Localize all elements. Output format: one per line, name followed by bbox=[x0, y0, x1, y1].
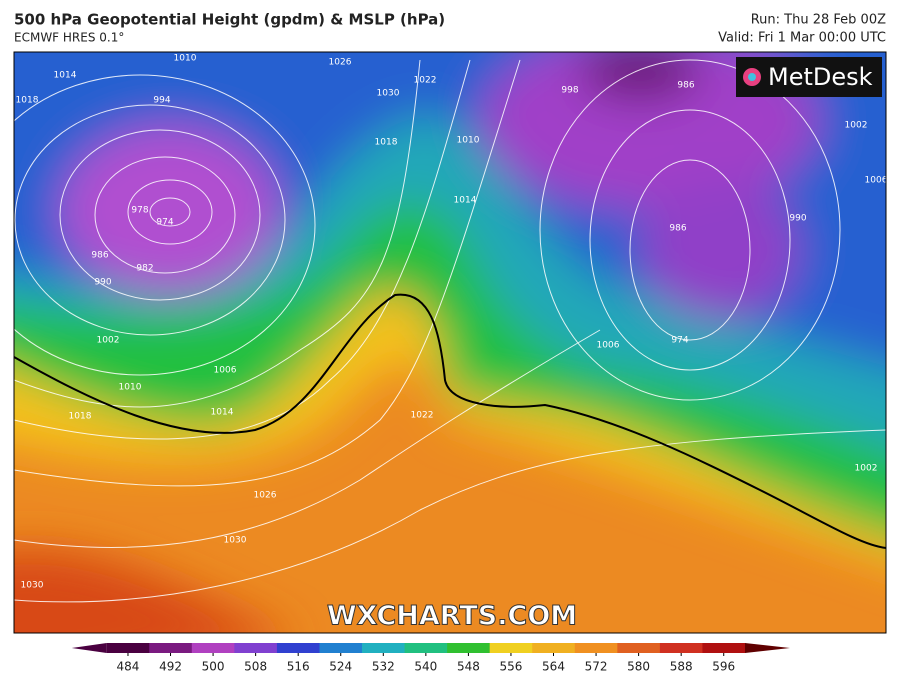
isobar-label: 1022 bbox=[414, 76, 437, 86]
isobar-label: 1014 bbox=[54, 71, 77, 81]
isobar-label: 1018 bbox=[16, 96, 39, 106]
colorbar-segment bbox=[702, 643, 746, 653]
colorbar-tick-label: 524 bbox=[329, 660, 352, 674]
colorbar-segment bbox=[276, 643, 320, 653]
colorbar-segment bbox=[659, 643, 703, 653]
title: 500 hPa Geopotential Height (gpdm) & MSL… bbox=[14, 11, 445, 29]
isobar-label: 986 bbox=[91, 251, 108, 261]
colorbar-tick-label: 588 bbox=[670, 660, 693, 674]
colorbar-segment bbox=[447, 643, 491, 653]
colorbar-tick-label: 484 bbox=[117, 660, 140, 674]
isobar-label: 1030 bbox=[377, 89, 400, 99]
colorbar-tick-label: 556 bbox=[500, 660, 523, 674]
colorbar-segment bbox=[149, 643, 193, 653]
isobar-label: 1014 bbox=[211, 408, 234, 418]
isobar-label: 1030 bbox=[224, 536, 247, 546]
isobar-label: 986 bbox=[669, 224, 686, 234]
isobar-label: 994 bbox=[153, 96, 170, 106]
colorbar-tick-label: 532 bbox=[372, 660, 395, 674]
colorbar-tick-label: 548 bbox=[457, 660, 480, 674]
isobar-label: 1006 bbox=[214, 366, 237, 376]
isobar-label: 978 bbox=[131, 206, 148, 216]
colorbar-segment bbox=[404, 643, 448, 653]
subtitle: ECMWF HRES 0.1° bbox=[14, 31, 124, 45]
run-time: Run: Thu 28 Feb 00Z bbox=[751, 13, 886, 28]
isobar-label: 974 bbox=[671, 336, 688, 346]
colorbar-segment bbox=[106, 643, 150, 653]
colorbar-tick-label: 540 bbox=[414, 660, 437, 674]
valid-time: Valid: Fri 1 Mar 00:00 UTC bbox=[718, 31, 886, 46]
isobar-label: 1030 bbox=[21, 581, 44, 591]
colorbar-segment bbox=[191, 643, 235, 653]
isobar-label: 1010 bbox=[174, 54, 197, 64]
isobar-label: 1006 bbox=[865, 176, 888, 186]
colorbar-segment bbox=[362, 643, 406, 653]
isobar-label: 1026 bbox=[329, 58, 352, 68]
colorbar-tick-label: 572 bbox=[585, 660, 608, 674]
colorbar-tick-label: 500 bbox=[202, 660, 225, 674]
map-frame bbox=[13, 51, 887, 634]
colorbar-segment bbox=[532, 643, 576, 653]
colorbar-segment bbox=[319, 643, 363, 653]
isobar-label: 990 bbox=[94, 278, 111, 288]
isobar-label: 1002 bbox=[855, 464, 878, 474]
isobar-label: 986 bbox=[677, 81, 694, 91]
isobar-label: 998 bbox=[561, 86, 578, 96]
colorbar-tick-label: 580 bbox=[627, 660, 650, 674]
isobar-label: 1010 bbox=[457, 136, 480, 146]
colorbar-max-arrow bbox=[745, 643, 790, 653]
colorbar-segment bbox=[489, 643, 533, 653]
colorbar-tick-label: 564 bbox=[542, 660, 565, 674]
isobar-label: 1026 bbox=[254, 491, 277, 501]
colorbar-segment bbox=[617, 643, 661, 653]
colorbar-tick-label: 596 bbox=[712, 660, 735, 674]
watermark: WXCHARTS.COM bbox=[327, 601, 577, 632]
colorbar-min-arrow bbox=[71, 643, 107, 653]
isobar-label: 1022 bbox=[411, 411, 434, 421]
isobar-label: 1018 bbox=[375, 138, 398, 148]
isobar-label: 1002 bbox=[845, 121, 868, 131]
logo-text: MetDesk bbox=[768, 63, 873, 91]
isobar-label: 1018 bbox=[69, 412, 92, 422]
colorbar-tick-label: 508 bbox=[244, 660, 267, 674]
isobar-label: 990 bbox=[789, 214, 806, 224]
isobar-label: 1002 bbox=[97, 336, 120, 346]
isobar-label: 982 bbox=[136, 264, 153, 274]
isobar-label: 974 bbox=[156, 218, 173, 228]
isobar-label: 1014 bbox=[454, 196, 477, 206]
colorbar-segment bbox=[234, 643, 278, 653]
logo-icon-center bbox=[748, 73, 756, 81]
colorbar: 484 492 500 508 516 524 532 540 548 556 564 572 580 5… bbox=[71, 643, 790, 674]
colorbar-segment bbox=[574, 643, 618, 653]
isobar-label: 1006 bbox=[597, 341, 620, 351]
colorbar-tick-label: 516 bbox=[287, 660, 310, 674]
colorbar-tick-label: 492 bbox=[159, 660, 182, 674]
isobar-label: 1010 bbox=[119, 383, 142, 393]
